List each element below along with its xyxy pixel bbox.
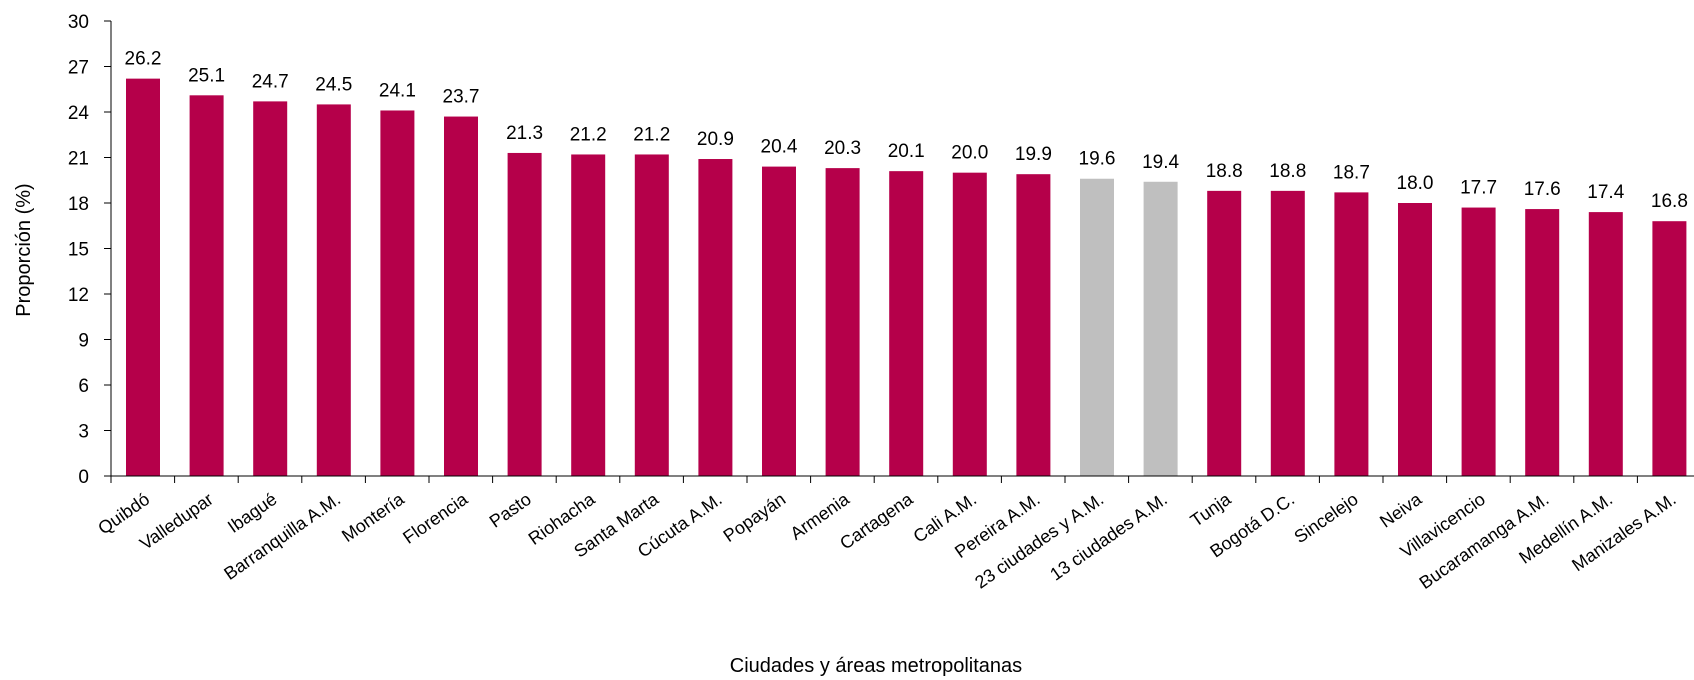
bar — [1652, 221, 1687, 476]
data-label: 21.3 — [506, 123, 543, 144]
category-label: Neiva — [1376, 488, 1426, 531]
data-label: 17.4 — [1587, 182, 1624, 203]
bar — [380, 110, 415, 476]
bar — [1334, 192, 1369, 476]
bar — [571, 154, 606, 476]
y-tick-label: 15 — [68, 240, 89, 261]
bar — [1016, 174, 1051, 476]
data-label: 25.1 — [188, 65, 225, 86]
data-label: 18.0 — [1397, 173, 1434, 194]
data-label: 24.1 — [379, 80, 416, 101]
y-tick-label: 27 — [68, 58, 89, 79]
y-tick-label: 9 — [78, 331, 89, 352]
bar — [444, 116, 478, 477]
y-tick-label: 24 — [68, 103, 90, 124]
y-tick-label: 12 — [68, 285, 89, 306]
data-label: 17.7 — [1460, 178, 1497, 199]
bar — [1143, 181, 1178, 476]
category-label: Florencia — [399, 488, 472, 547]
bar — [825, 168, 860, 476]
data-label: 19.6 — [1079, 149, 1116, 170]
data-label: 19.4 — [1142, 152, 1179, 173]
bar — [889, 171, 924, 476]
data-label: 20.4 — [761, 137, 798, 158]
data-label: 17.6 — [1524, 179, 1561, 200]
y-tick-label: 0 — [78, 467, 89, 488]
data-label: 18.7 — [1333, 162, 1370, 183]
y-tick-label: 3 — [78, 422, 89, 443]
bar — [1207, 190, 1242, 476]
bar — [1588, 212, 1623, 476]
bar — [189, 95, 224, 477]
bar — [1080, 178, 1114, 476]
bar — [634, 154, 669, 476]
data-label: 20.9 — [697, 129, 734, 150]
data-label: 20.1 — [888, 141, 925, 162]
data-label: 19.9 — [1015, 144, 1052, 165]
category-label: Popayán — [720, 489, 790, 546]
y-axis: 0 3 6 9 12 15 18 21 24 27 30 — [68, 12, 112, 488]
category-label: Barranquilla A.M. — [220, 489, 344, 584]
y-tick-label: 30 — [68, 12, 89, 33]
data-label: 20.3 — [824, 138, 861, 159]
category-label: Sincelejo — [1290, 489, 1361, 547]
data-label: 18.8 — [1206, 161, 1243, 182]
bar — [1398, 203, 1432, 476]
data-label: 26.2 — [125, 49, 162, 70]
category-label: Montería — [338, 488, 408, 546]
y-tick-label: 21 — [68, 149, 89, 170]
x-axis-title: Ciudades y áreas metropolitanas — [730, 655, 1022, 677]
data-label: 24.7 — [252, 71, 289, 92]
bars-group — [126, 78, 1687, 477]
bar — [1270, 190, 1305, 476]
bar — [1525, 209, 1560, 477]
data-label: 21.2 — [570, 124, 607, 145]
category-label: Ibagué — [224, 489, 281, 537]
bar — [253, 101, 288, 476]
y-tick-label: 18 — [68, 194, 89, 215]
data-label: 21.2 — [633, 124, 670, 145]
category-label: 13 ciudades A.M. — [1046, 489, 1171, 585]
bar — [952, 172, 987, 476]
y-axis-title: Proporción (%) — [13, 183, 35, 316]
data-labels-group: 26.2 25.1 24.7 24.5 24.1 23.7 21.3 21.2 21.2 20.9… — [125, 49, 1688, 213]
data-label: 20.0 — [951, 143, 988, 164]
data-label: 18.8 — [1269, 161, 1306, 182]
category-label: Pasto — [486, 489, 535, 532]
bar — [698, 159, 733, 476]
data-label: 24.5 — [315, 74, 352, 95]
y-tick-label: 6 — [78, 376, 89, 397]
data-label: 16.8 — [1651, 191, 1688, 212]
bar — [1461, 207, 1496, 477]
x-axis — [110, 475, 1694, 483]
bar — [316, 104, 351, 477]
category-label: Cartagena — [836, 488, 917, 553]
bar — [762, 166, 796, 476]
category-label: Tunja — [1187, 488, 1236, 530]
data-label: 23.7 — [443, 87, 480, 108]
bar — [126, 78, 160, 476]
bar — [507, 152, 542, 476]
